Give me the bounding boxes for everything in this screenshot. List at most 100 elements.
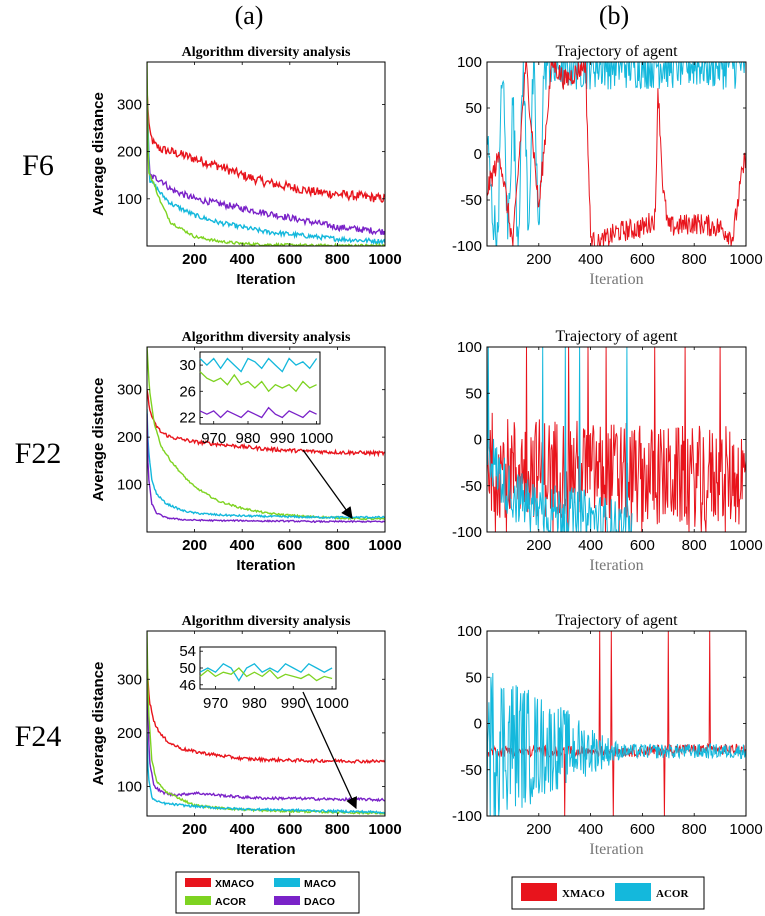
series-group [487, 62, 746, 246]
x-axis-label: Iteration [589, 841, 643, 858]
legend-a-label-xmaco: XMACO [215, 878, 254, 890]
y-tick-label: -50 [460, 478, 482, 495]
row-label-f6: F6 [22, 149, 54, 182]
inset-y-tick-label: 26 [179, 383, 196, 400]
x-tick-label: 800 [682, 821, 707, 838]
column-label-a: (a) [235, 1, 264, 30]
chart-title: Trajectory of agent [555, 328, 678, 345]
y-tick-label: 200 [117, 429, 142, 446]
legend-b-swatch-acor [615, 883, 651, 901]
x-tick-label: 600 [630, 821, 655, 838]
inset-y-tick-label: 54 [179, 643, 196, 660]
x-tick-label: 200 [182, 537, 207, 554]
chart-F24-b: 200 400 600 800 1000 100 50 0 -50 -100 Trajectory … [452, 612, 763, 858]
series-line-acor [487, 62, 746, 246]
x-tick-label: 1000 [729, 251, 762, 268]
zoom-arrow [302, 449, 353, 519]
x-tick-label: 400 [578, 251, 603, 268]
inset-chart: 970 980 990 1000 30 26 22 [179, 351, 333, 447]
y-tick-label: -100 [452, 808, 482, 825]
x-tick-label: 400 [578, 537, 603, 554]
x-tick-label: 600 [630, 251, 655, 268]
chart-F22-a: 200 400 600 800 1000 100 200 300 Algorithm diver… [90, 330, 402, 574]
inset-y-tick-label: 50 [179, 660, 196, 677]
y-tick-label: 0 [474, 146, 482, 163]
y-tick-label: 100 [117, 477, 142, 494]
inset-x-tick-label: 970 [201, 430, 226, 447]
column-label-b: (b) [599, 1, 629, 30]
x-tick-label: 1000 [368, 537, 401, 554]
inset-series-daco [199, 406, 317, 419]
series-line-xmaco [147, 88, 385, 204]
x-tick-label: 200 [526, 251, 551, 268]
chart-F24-a: 200 400 600 800 1000 100 200 300 Algorithm diver… [90, 614, 402, 858]
chart-F22-b: 200 400 600 800 1000 100 50 0 -50 -100 Trajectory … [452, 328, 763, 574]
y-tick-label: 50 [465, 669, 482, 686]
chart-title: Trajectory of agent [555, 43, 678, 60]
legend-a-label-acor: ACOR [215, 896, 246, 908]
x-tick-label: 600 [630, 537, 655, 554]
plot-frame [146, 630, 386, 817]
inset-x-tick-label: 990 [270, 430, 295, 447]
series-group [487, 347, 746, 532]
inset-x-tick-label: 1000 [300, 430, 333, 447]
legend-b-label-xmaco: XMACO [562, 888, 605, 900]
inset-series-maco [199, 357, 318, 373]
y-tick-label: 100 [457, 54, 482, 71]
x-tick-label: 400 [578, 821, 603, 838]
x-tick-label: 800 [325, 251, 350, 268]
series-line-acor [487, 347, 633, 532]
inset-series-acor [199, 667, 333, 682]
y-tick-label: 100 [457, 623, 482, 640]
inset-y-tick-label: 22 [179, 409, 196, 426]
series-line-acor [147, 62, 385, 246]
x-axis-label: Iteration [589, 557, 643, 574]
x-tick-label: 800 [325, 821, 350, 838]
y-tick-label: -50 [460, 192, 482, 209]
y-axis-label: Average distance [90, 662, 107, 786]
y-tick-label: 200 [117, 144, 142, 161]
x-tick-label: 600 [277, 537, 302, 554]
inset-series-maco [199, 662, 333, 682]
series-line-xmaco [147, 663, 385, 765]
series-line-maco [147, 732, 385, 815]
x-tick-label: 800 [682, 537, 707, 554]
y-axis-label: Average distance [90, 378, 107, 502]
x-tick-label: 1000 [729, 537, 762, 554]
legend-a-swatch-acor [185, 896, 211, 905]
y-tick-label: 50 [465, 100, 482, 117]
inset-x-tick-label: 990 [281, 695, 306, 712]
inset-x-tick-label: 970 [203, 695, 228, 712]
chart-title: Trajectory of agent [555, 612, 678, 629]
y-tick-label: 100 [457, 339, 482, 356]
legend-a-label-daco: DACO [304, 896, 335, 908]
legend-b-swatch-xmaco [521, 883, 557, 901]
x-tick-label: 400 [230, 251, 255, 268]
y-tick-label: 0 [474, 716, 482, 733]
x-tick-label: 800 [325, 537, 350, 554]
series-line-daco [147, 91, 385, 236]
plot-frame [146, 346, 386, 533]
x-tick-label: 400 [230, 537, 255, 554]
y-tick-label: 300 [117, 671, 142, 688]
legend-a-swatch-xmaco [185, 878, 211, 887]
inset-series-acor [199, 371, 317, 393]
inset-frame [199, 351, 321, 425]
series-line-xmaco [147, 389, 385, 458]
x-tick-label: 1000 [729, 821, 762, 838]
x-tick-label: 800 [682, 251, 707, 268]
series-line-acor [487, 672, 746, 816]
x-axis-label: Iteration [236, 271, 295, 288]
legend-a: XMACO MACO ACOR DACO [175, 871, 360, 914]
x-tick-label: 1000 [368, 251, 401, 268]
y-tick-label: 200 [117, 725, 142, 742]
plot-frame [146, 61, 386, 247]
plot-area [487, 62, 746, 246]
inset-y-tick-label: 46 [179, 677, 196, 694]
series-group [147, 62, 385, 246]
y-tick-label: 50 [465, 385, 482, 402]
inset-x-tick-label: 980 [242, 695, 267, 712]
